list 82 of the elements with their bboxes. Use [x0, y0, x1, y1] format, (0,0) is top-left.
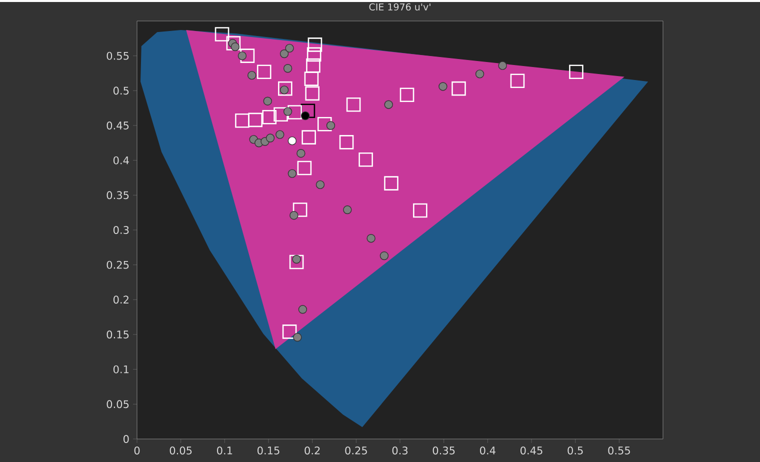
- chart-title: CIE 1976 u'v': [369, 3, 430, 10]
- x-tick-label: 0.05: [170, 446, 192, 454]
- point: [569, 64, 584, 79]
- point: [256, 64, 272, 79]
- point: [278, 81, 292, 96]
- y-tick-label: 0.35: [106, 191, 129, 200]
- point: [498, 61, 507, 70]
- point: [296, 149, 306, 158]
- x-tick-label: 0.25: [345, 446, 367, 454]
- point: [266, 134, 275, 142]
- point: [288, 105, 302, 120]
- point: [289, 254, 304, 270]
- x-tick-label: 0.4: [480, 446, 496, 454]
- point: [305, 86, 320, 101]
- y-tick-label: 0.15: [106, 330, 129, 338]
- point: [300, 111, 310, 120]
- point: [292, 202, 308, 217]
- point: [288, 169, 297, 178]
- x-tick-label: 0.1: [217, 446, 232, 454]
- point: [384, 100, 393, 109]
- point: [226, 36, 241, 50]
- point: [263, 96, 272, 106]
- point: [384, 176, 398, 190]
- point: [308, 38, 322, 52]
- point: [304, 72, 319, 86]
- y-tick-label: 0.4: [113, 156, 129, 164]
- point: [306, 58, 320, 73]
- x-tick-label: 0.2: [304, 446, 320, 454]
- point: [306, 47, 322, 62]
- point: [475, 70, 484, 78]
- point: [438, 82, 448, 91]
- point: [285, 44, 294, 53]
- y-tick-label: 0.5: [113, 86, 129, 95]
- point: [274, 107, 288, 122]
- point: [366, 234, 376, 243]
- point: [214, 27, 230, 42]
- point: [235, 113, 250, 128]
- y-tick-label: 0.1: [113, 365, 129, 374]
- x-tick-label: 0.45: [520, 446, 542, 454]
- point: [358, 152, 373, 167]
- x-tick-label: 0.15: [258, 446, 280, 454]
- x-tick-label: 0.3: [392, 446, 408, 454]
- point: [238, 51, 247, 60]
- point: [247, 70, 256, 80]
- point: [292, 254, 301, 264]
- point: [302, 130, 316, 144]
- point: [510, 74, 525, 88]
- x-tick-label: 0: [134, 446, 140, 454]
- point: [262, 110, 277, 124]
- y-tick-label: 0.3: [113, 226, 129, 234]
- point: [290, 211, 298, 220]
- point: [297, 160, 312, 176]
- point: [283, 107, 292, 116]
- x-tick-label: 0.35: [432, 446, 455, 454]
- point: [230, 42, 240, 52]
- point: [339, 135, 354, 150]
- point: [298, 305, 308, 314]
- y-tick-label: 0.05: [106, 400, 129, 408]
- point: [282, 324, 297, 339]
- point: [400, 88, 414, 102]
- point: [316, 180, 325, 190]
- point: [346, 97, 361, 112]
- x-tick-label: 0.55: [608, 446, 630, 454]
- point: [380, 251, 389, 260]
- y-tick-label: 0.55: [106, 52, 129, 60]
- point: [452, 81, 466, 96]
- y-tick-label: 0.25: [106, 260, 129, 269]
- point: [413, 203, 428, 218]
- point: [248, 112, 263, 128]
- y-tick-label: 0.2: [113, 296, 128, 304]
- point: [317, 116, 332, 132]
- point: [326, 121, 336, 130]
- y-tick-label: 0: [123, 435, 129, 443]
- x-tick-label: 0.5: [568, 446, 583, 454]
- point: [280, 86, 289, 94]
- point: [240, 48, 255, 63]
- point: [280, 49, 289, 58]
- point: [276, 130, 284, 139]
- point: [343, 205, 352, 214]
- point: [293, 332, 302, 342]
- point: [283, 64, 292, 73]
- y-tick-label: 0.45: [106, 122, 129, 130]
